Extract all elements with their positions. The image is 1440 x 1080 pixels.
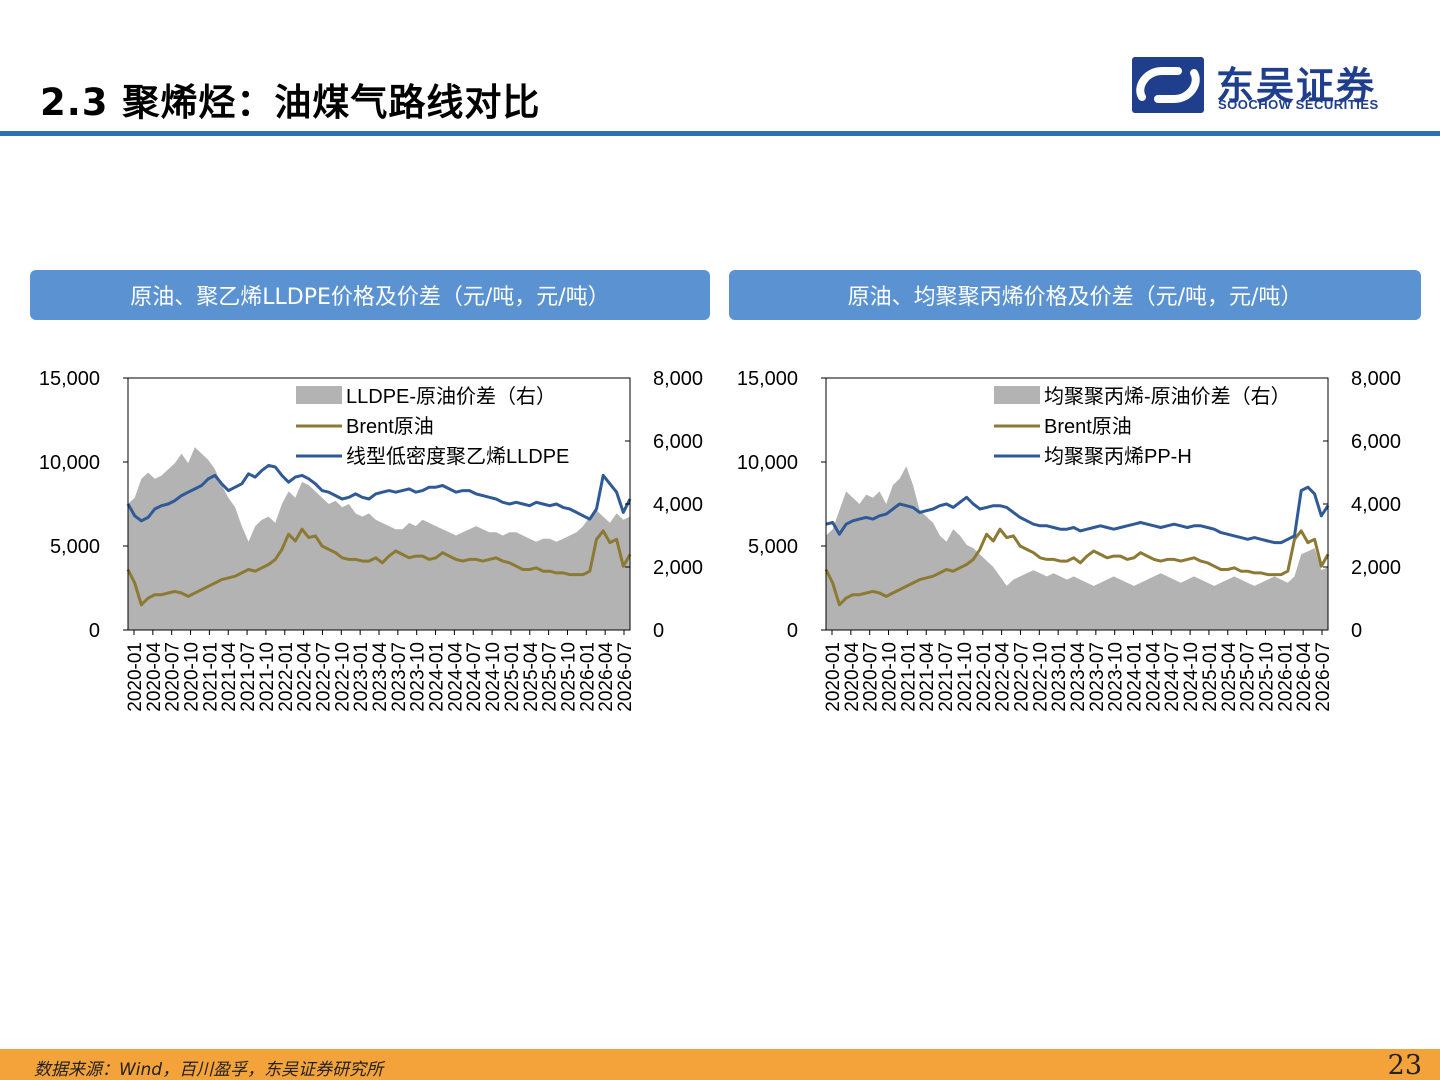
y-left-tick-label: 10,000 [737,452,798,474]
x-tick-label: 2022-04 [993,642,1014,712]
x-tick-label: 2020-04 [144,642,165,712]
x-tick-label: 2026-04 [596,642,617,712]
x-tick-label: 2021-07 [238,642,259,712]
x-tick-label: 2023-01 [1049,642,1070,712]
y-left-tick-label: 15,000 [737,368,798,390]
x-tick-label: 2025-04 [521,642,542,712]
legend-label: 线型低密度聚乙烯LLDPE [346,445,569,468]
data-source-note: 数据来源：Wind，百川盈孚，东吴证券研究所 [34,1060,384,1080]
legend-label: Brent原油 [1044,415,1132,438]
footer-bar [0,1049,1440,1080]
x-tick-label: 2026-07 [1313,642,1334,712]
x-tick-label: 2020-04 [842,642,863,712]
x-tick-label: 2025-07 [540,642,561,712]
x-tick-label: 2020-10 [182,642,203,712]
x-tick-label: 2023-04 [370,642,391,712]
x-tick-label: 2021-01 [200,642,221,712]
series-line-2 [126,463,632,523]
logo-chinese-name: 东吴证券 [1216,64,1377,108]
x-tick-label: 2022-07 [1011,642,1032,712]
series-line-2 [825,485,1330,545]
y-left-tick-label: 15,000 [39,368,100,390]
y-left-tick-label: 5,000 [748,536,798,558]
y-left-tick-label: 0 [787,620,798,642]
x-tick-label: 2023-07 [1087,642,1108,712]
x-tick-label: 2025-01 [502,642,523,712]
x-tick-label: 2024-07 [464,642,485,712]
slide-title: 2.3 聚烯烃：油煤气路线对比 [40,81,541,124]
company-logo: 东吴证券 SOOCHOW SECURITIES [1132,57,1412,115]
x-tick-label: 2024-10 [1181,642,1202,712]
y-right-tick-label: 4,000 [653,494,703,516]
x-tick-label: 2021-10 [257,642,278,712]
x-tick-label: 2024-01 [427,642,448,712]
x-tick-label: 2022-10 [1030,642,1051,712]
x-tick-label: 2025-10 [558,642,579,712]
x-tick-label: 2023-10 [1106,642,1127,712]
x-tick-label: 2020-10 [880,642,901,712]
legend-label: LLDPE-原油价差（右） [346,385,556,408]
x-tick-label: 2021-01 [898,642,919,712]
y-right-tick-label: 0 [653,620,664,642]
legend-swatch-area [994,386,1040,404]
legend-label: 均聚聚丙烯PP-H [1044,445,1192,468]
header-divider [0,131,1440,136]
x-tick-label: 2026-01 [577,642,598,712]
y-right-tick-label: 8,000 [1351,368,1401,390]
pp-chart: 0 5,000 10,000 15,000 0 2,000 4,000 6,000 8,000 2… [737,368,1401,712]
x-tick-label: 2020-01 [823,642,844,712]
x-tick-label: 2026-07 [615,642,636,712]
chart-title-lldpe: 原油、聚乙烯LLDPE价格及价差（元/吨，元/吨） [30,270,710,320]
legend-label: Brent原油 [346,415,434,438]
x-tick-label: 2022-07 [313,642,334,712]
x-tick-label: 2026-01 [1275,642,1296,712]
y-right-tick-label: 4,000 [1351,494,1401,516]
x-tick-label: 2023-01 [351,642,372,712]
series-line-1 [824,527,1330,607]
x-tick-label: 2020-07 [163,642,184,712]
x-tick-label: 2023-07 [389,642,410,712]
y-left-tick-label: 0 [89,620,100,642]
x-tick-label: 2024-04 [445,642,466,712]
y-right-tick-label: 0 [1351,620,1362,642]
x-tick-label: 2021-07 [936,642,957,712]
x-tick-label: 2023-10 [408,642,429,712]
x-tick-label: 2021-04 [917,642,938,712]
x-tick-label: 2025-01 [1200,642,1221,712]
x-tick-label: 2025-07 [1238,642,1259,712]
x-tick-label: 2024-01 [1125,642,1146,712]
series-area-0 [826,466,1328,630]
x-tick-label: 2022-01 [974,642,995,712]
x-tick-label: 2024-04 [1143,642,1164,712]
y-right-tick-label: 2,000 [653,557,703,579]
x-tick-label: 2026-04 [1294,642,1315,712]
soochow-logo-icon [1132,57,1204,113]
y-right-tick-label: 6,000 [1351,431,1401,453]
series-area-0 [128,447,630,630]
x-tick-label: 2020-07 [861,642,882,712]
x-tick-label: 2020-01 [125,642,146,712]
y-left-tick-label: 5,000 [50,536,100,558]
x-tick-label: 2022-04 [295,642,316,712]
x-tick-label: 2024-07 [1162,642,1183,712]
y-right-tick-label: 8,000 [653,368,703,390]
lldpe-chart: 0 5,000 10,000 15,000 0 2,000 4,000 6,000 8,000 2… [39,368,703,712]
x-tick-label: 2022-10 [332,642,353,712]
page-number: 23 [1387,1050,1422,1080]
x-tick-label: 2025-04 [1219,642,1240,712]
x-tick-label: 2021-04 [219,642,240,712]
x-tick-label: 2022-01 [276,642,297,712]
x-tick-label: 2024-10 [483,642,504,712]
legend-swatch-area [296,386,342,404]
y-right-tick-label: 2,000 [1351,557,1401,579]
chart-title-pp: 原油、均聚聚丙烯价格及价差（元/吨，元/吨） [729,270,1421,320]
x-tick-label: 2025-10 [1256,642,1277,712]
y-left-tick-label: 10,000 [39,452,100,474]
legend-label: 均聚聚丙烯-原油价差（右） [1044,385,1291,408]
series-line-1 [126,527,632,607]
x-tick-label: 2023-04 [1068,642,1089,712]
logo-english-name: SOOCHOW SECURITIES [1218,97,1379,112]
y-right-tick-label: 6,000 [653,431,703,453]
x-tick-label: 2021-10 [955,642,976,712]
